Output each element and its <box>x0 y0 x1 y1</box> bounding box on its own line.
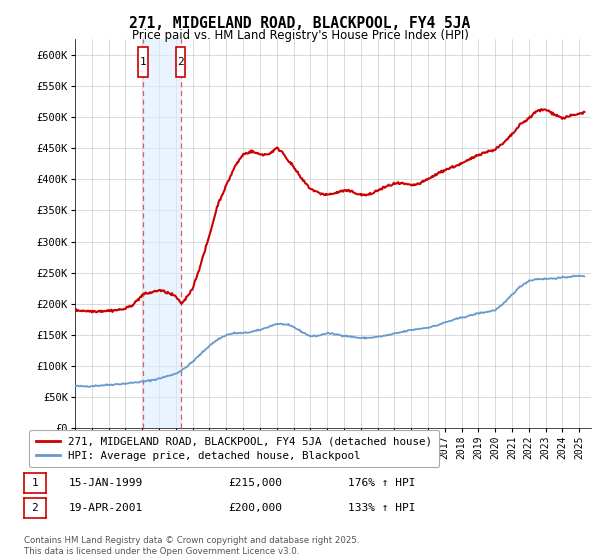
Text: Price paid vs. HM Land Registry's House Price Index (HPI): Price paid vs. HM Land Registry's House … <box>131 29 469 42</box>
Text: 19-APR-2001: 19-APR-2001 <box>69 503 143 513</box>
Bar <box>138 47 148 77</box>
Text: 133% ↑ HPI: 133% ↑ HPI <box>348 503 415 513</box>
Text: 15-JAN-1999: 15-JAN-1999 <box>69 478 143 488</box>
Text: 2: 2 <box>178 57 184 67</box>
Text: 271, MIDGELAND ROAD, BLACKPOOL, FY4 5JA: 271, MIDGELAND ROAD, BLACKPOOL, FY4 5JA <box>130 16 470 31</box>
Text: 1: 1 <box>31 478 38 488</box>
Text: 176% ↑ HPI: 176% ↑ HPI <box>348 478 415 488</box>
Legend: 271, MIDGELAND ROAD, BLACKPOOL, FY4 5JA (detached house), HPI: Average price, de: 271, MIDGELAND ROAD, BLACKPOOL, FY4 5JA … <box>29 430 439 467</box>
Bar <box>143 39 181 428</box>
Text: Contains HM Land Registry data © Crown copyright and database right 2025.
This d: Contains HM Land Registry data © Crown c… <box>24 536 359 556</box>
Bar <box>176 47 185 77</box>
Text: 1: 1 <box>140 57 146 67</box>
Text: 2: 2 <box>31 503 38 513</box>
Text: £200,000: £200,000 <box>228 503 282 513</box>
Text: £215,000: £215,000 <box>228 478 282 488</box>
